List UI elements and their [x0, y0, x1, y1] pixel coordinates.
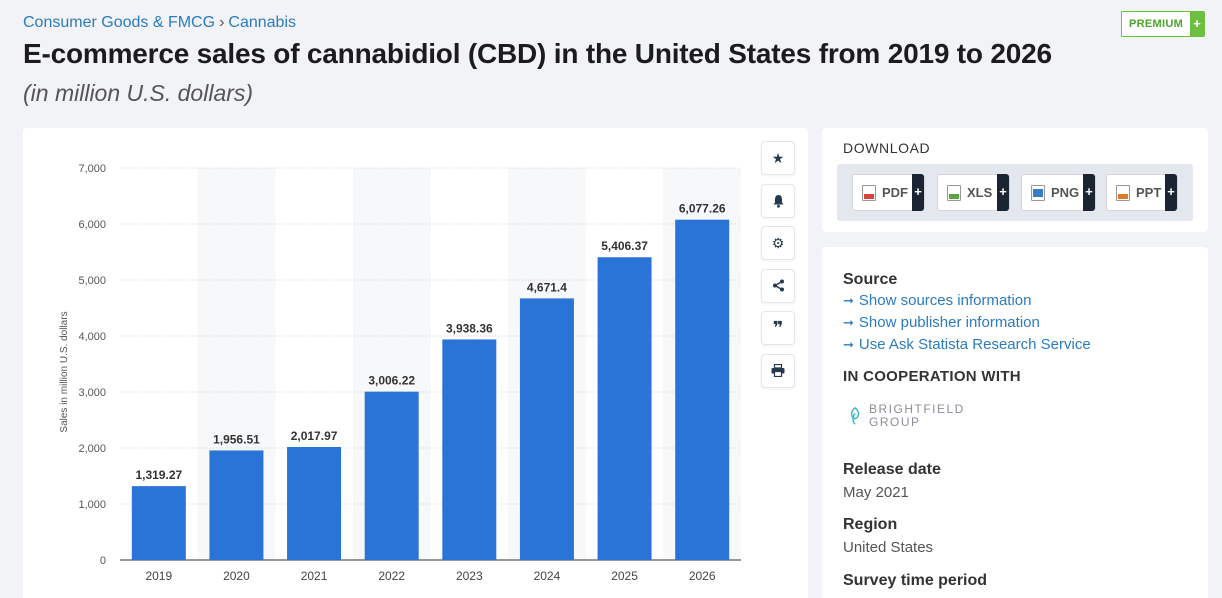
print-button[interactable] — [761, 353, 795, 388]
cite-button[interactable]: ❞ — [761, 311, 795, 345]
download-pdf-button[interactable]: PDF + — [852, 174, 925, 211]
data-label: 1,319.27 — [135, 468, 182, 482]
quote-icon: ❞ — [772, 317, 784, 338]
xls-icon — [947, 184, 961, 201]
y-tick-label: 7,000 — [78, 163, 106, 175]
download-ppt-button[interactable]: PPT + — [1106, 174, 1178, 211]
ask-statista-label: Use Ask Statista Research Service — [858, 336, 1091, 353]
breadcrumb-separator: › — [219, 14, 225, 31]
download-png-label: PNG — [1051, 185, 1080, 200]
premium-badge[interactable]: PREMIUM + — [1121, 11, 1206, 37]
release-date-value: May 2021 — [843, 484, 909, 501]
ppt-icon — [1116, 184, 1130, 201]
download-pdf-plus: + — [912, 174, 924, 211]
bar — [209, 450, 264, 560]
x-tick-label: 2026 — [689, 569, 716, 583]
show-publisher-label: Show publisher information — [858, 314, 1040, 331]
download-title: DOWNLOAD — [843, 140, 931, 156]
region-heading: Region — [843, 516, 898, 533]
download-pdf-label: PDF — [882, 185, 908, 200]
brightfield-logo-icon — [850, 406, 860, 425]
breadcrumb-topic-link[interactable]: Cannabis — [228, 14, 296, 31]
brightfield-logo: BRIGHTFIELD GROUP — [847, 403, 965, 429]
download-ppt-plus: + — [1165, 174, 1177, 211]
page-subtitle: (in million U.S. dollars) — [23, 80, 254, 106]
download-xls-plus: + — [997, 174, 1009, 211]
y-axis-label: Sales in million U.S. dollars — [59, 311, 70, 432]
download-xls-button[interactable]: XLS + — [937, 174, 1010, 211]
share-icon — [772, 279, 784, 292]
print-icon — [771, 364, 785, 377]
download-ppt-label: PPT — [1136, 185, 1162, 200]
data-label: 1,956.51 — [213, 432, 260, 446]
y-tick-label: 4,000 — [78, 331, 106, 343]
download-panel: DOWNLOAD PDF + XLS + PNG + PPT + — [822, 128, 1208, 232]
download-png-plus: + — [1083, 174, 1095, 211]
y-tick-label: 0 — [100, 555, 106, 567]
bar-chart: 0 1,000 2,000 3,000 4,000 5,000 6,000 7,000 Sale… — [59, 163, 741, 583]
bar — [131, 486, 186, 560]
y-tick-label: 3,000 — [78, 387, 106, 399]
x-tick-label: 2019 — [145, 569, 172, 583]
bar — [675, 219, 730, 560]
data-label: 3,006.22 — [368, 374, 415, 388]
source-heading: Source — [843, 271, 898, 288]
premium-label: PREMIUM — [1129, 18, 1184, 30]
data-label: 3,938.36 — [446, 321, 493, 335]
favorite-button[interactable]: ★ — [761, 141, 795, 175]
page-title: E-commerce sales of cannabidiol (CBD) in… — [23, 38, 1052, 69]
premium-plus-icon: + — [1190, 12, 1205, 36]
notify-button[interactable] — [761, 183, 795, 218]
settings-button[interactable]: ⚙ — [761, 226, 795, 260]
bar — [519, 298, 574, 560]
x-tick-label: 2024 — [534, 569, 561, 583]
ask-statista-link[interactable]: ➞ Use Ask Statista Research Service — [843, 336, 1091, 353]
arrow-right-icon: ➞ — [843, 337, 854, 352]
bar — [442, 339, 497, 560]
cooperation-heading: IN COOPERATION WITH — [843, 368, 1021, 385]
download-buttons: PDF + XLS + PNG + PPT + — [837, 164, 1193, 221]
arrow-right-icon: ➞ — [843, 293, 854, 308]
y-tick-label: 5,000 — [78, 275, 106, 287]
download-xls-label: XLS — [967, 185, 993, 200]
logo-text-line2: GROUP — [869, 415, 921, 429]
pdf-icon — [862, 184, 876, 201]
star-icon: ★ — [771, 149, 785, 166]
y-tick-label: 6,000 — [78, 219, 106, 231]
x-tick-label: 2022 — [378, 569, 405, 583]
share-button[interactable] — [761, 268, 795, 303]
survey-period-heading: Survey time period — [843, 572, 988, 589]
gear-icon: ⚙ — [771, 234, 785, 251]
logo-text-line1: BRIGHTFIELD — [869, 402, 965, 416]
data-label: 2,017.97 — [291, 429, 338, 443]
png-icon — [1031, 184, 1045, 201]
show-sources-link[interactable]: ➞ Show sources information — [843, 292, 1032, 309]
data-label: 6,077.26 — [679, 202, 726, 216]
bar — [597, 257, 652, 560]
bar — [287, 446, 342, 560]
chart-toolbar: ★ ⚙ ❞ — [761, 141, 795, 396]
y-tick-label: 1,000 — [78, 499, 106, 511]
breadcrumb-category-link[interactable]: Consumer Goods & FMCG — [23, 14, 216, 31]
arrow-right-icon: ➞ — [843, 315, 854, 330]
info-panel: Source ➞ Show sources information ➞ Show p… — [822, 247, 1208, 598]
bar — [364, 391, 419, 560]
show-sources-label: Show sources information — [858, 292, 1032, 309]
breadcrumb: Consumer Goods & FMCG › Cannabis — [23, 14, 296, 32]
x-tick-label: 2025 — [611, 569, 638, 583]
x-tick-label: 2021 — [301, 569, 328, 583]
x-tick-label: 2023 — [456, 569, 483, 583]
y-tick-label: 2,000 — [78, 443, 106, 455]
show-publisher-link[interactable]: ➞ Show publisher information — [843, 314, 1040, 331]
data-label: 4,671.4 — [527, 280, 567, 294]
region-value: United States — [843, 539, 934, 556]
x-tick-label: 2020 — [223, 569, 250, 583]
release-date-heading: Release date — [843, 461, 941, 478]
download-png-button[interactable]: PNG + — [1021, 174, 1096, 211]
chart-card: 0 1,000 2,000 3,000 4,000 5,000 6,000 7,000 Sale… — [23, 128, 808, 598]
data-label: 5,406.37 — [601, 239, 648, 253]
bell-icon — [773, 194, 783, 208]
